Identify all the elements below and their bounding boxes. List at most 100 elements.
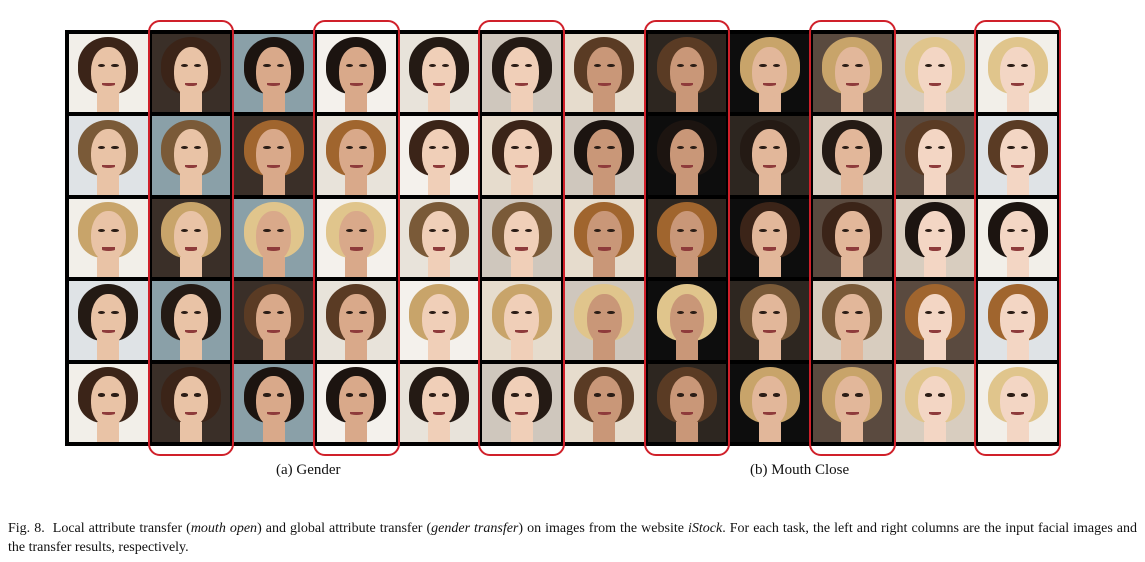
left-eye [98,146,106,150]
caption-label: Fig. 8. [8,521,45,536]
left-eye [180,63,188,67]
right-eye [607,146,615,150]
right-eye [194,310,202,315]
neck-shape [841,174,864,195]
right-eye [276,228,284,232]
left-eye [1007,63,1015,67]
face-portrait [400,281,479,360]
right-eye [855,310,863,315]
neck-shape [758,92,781,113]
face-portrait [565,281,644,360]
left-eye [180,393,188,397]
neck-shape [179,174,203,195]
mouth [267,247,280,251]
neck-shape [923,256,947,278]
right-eye [194,63,202,67]
neck-shape [510,256,533,278]
caption-text-1: Local attribute transfer ( [52,521,191,536]
right-eye [524,63,532,67]
left-eye [511,310,519,315]
mouth [928,82,942,86]
left-eye [1007,146,1015,150]
right-eye [111,63,119,67]
face-shape [669,211,705,262]
left-eye [428,310,436,315]
face-shape [173,293,209,344]
left-eye [180,228,188,232]
face-shape [1000,211,1035,262]
result-face-image [151,198,231,278]
mouth [598,82,611,86]
result-face-image [647,198,727,278]
face-portrait [400,34,479,113]
face-portrait [896,116,975,195]
mouth [184,412,198,416]
right-eye [359,63,367,67]
input-face-image [730,116,809,195]
result-face-image [812,281,892,360]
mouth [1011,165,1024,169]
face-shape [752,128,787,180]
left-eye [759,146,767,150]
left-eye [98,310,106,315]
face-portrait [234,34,313,113]
neck-shape [427,421,451,442]
neck-shape [675,174,699,195]
result-face-image [482,34,561,113]
face-shape [421,211,457,262]
neck-shape [841,92,864,113]
mouth [267,329,280,333]
face-shape [917,128,953,180]
face-portrait [813,364,892,442]
input-face-image [234,198,313,278]
caption-italic-1: mouth open [190,521,258,536]
face-portrait [234,364,313,442]
right-eye [359,393,367,397]
result-face-image [316,116,396,195]
right-eye [855,63,863,67]
neck-shape [1006,256,1029,278]
face-shape [256,376,291,427]
right-eye [772,228,780,232]
face-portrait [317,364,396,442]
input-face-image [399,363,479,442]
right-eye [524,228,532,232]
result-face-image [647,281,727,360]
face-shape [504,211,539,262]
mouth [846,412,859,416]
right-eye [194,393,202,397]
face-portrait [896,281,975,360]
input-face-image [564,281,644,360]
face-portrait [482,34,561,113]
right-eye [772,310,780,315]
left-eye [263,146,271,150]
left-eye [346,146,354,150]
result-face-image [978,198,1057,278]
left-eye [676,146,684,150]
face-shape [917,46,953,97]
neck-shape [675,92,699,113]
result-face-image [647,363,727,442]
left-eye [594,393,602,397]
face-portrait [896,199,975,278]
face-portrait [482,364,561,442]
face-portrait [813,281,892,360]
mouth [1011,329,1024,333]
mouth [680,247,694,251]
input-face-image [895,281,975,360]
mouth [350,412,363,416]
left-eye [842,310,850,315]
neck-shape [923,339,947,360]
left-eye [263,63,271,67]
neck-shape [97,174,120,195]
result-face-image [482,281,561,360]
mouth [515,412,528,416]
left-eye [759,228,767,232]
face-portrait [730,199,809,278]
right-eye [111,393,119,397]
input-face-image [730,281,809,360]
subcaption-gender: (a) Gender [276,462,341,478]
mouth [267,165,280,169]
subcaption-mouth-close: (b) Mouth Close [750,462,850,478]
right-eye [111,310,119,315]
